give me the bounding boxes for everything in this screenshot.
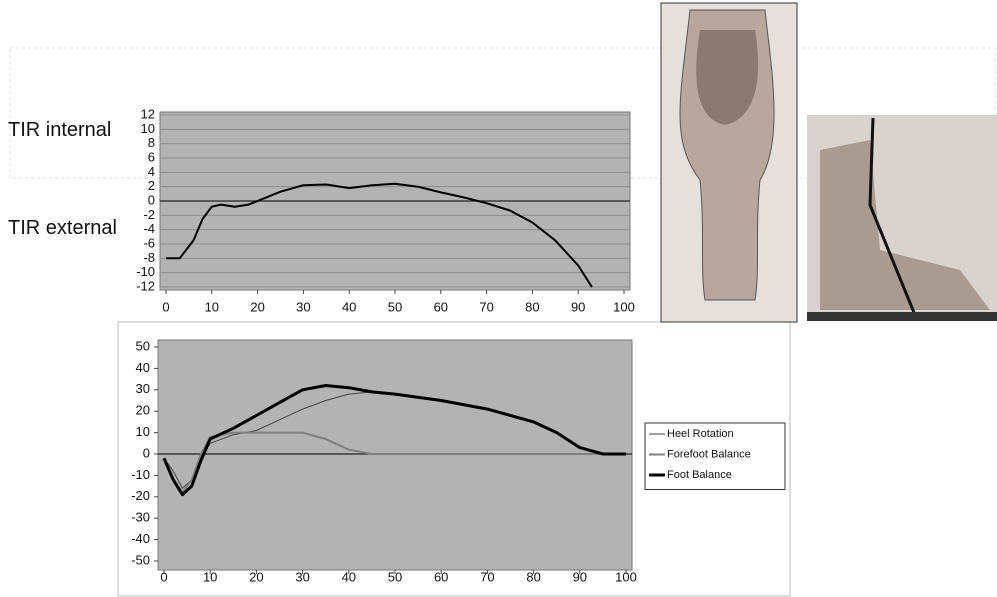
page: -12-10-8-6-4-202468101201020304050607080… [0, 0, 997, 597]
x-tick-label: 10 [205, 299, 219, 314]
y-tick-label: 4 [148, 164, 155, 179]
x-tick-label: 70 [479, 299, 493, 314]
foot-image [807, 115, 997, 321]
x-tick-label: 0 [162, 299, 169, 314]
y-tick-label: -2 [143, 207, 155, 222]
y-tick-label: -20 [131, 488, 150, 503]
x-tick-label: 30 [296, 299, 310, 314]
y-tick-label: 20 [136, 403, 150, 418]
legend-label: Heel Rotation [667, 428, 734, 440]
y-tick-label: -6 [143, 235, 155, 250]
y-tick-label: 0 [148, 192, 155, 207]
y-tick-label: 40 [136, 360, 150, 375]
y-tick-label: -10 [136, 264, 155, 279]
figure: -12-10-8-6-4-202468101201020304050607080… [0, 0, 997, 597]
y-tick-label: 6 [148, 149, 155, 164]
y-tick-label: -4 [143, 221, 155, 236]
y-tick-label: 30 [136, 381, 150, 396]
x-tick-label: 90 [571, 299, 585, 314]
y-tick-label: -10 [131, 467, 150, 482]
y-tick-label: -12 [136, 278, 155, 293]
x-tick-label: 40 [342, 299, 356, 314]
x-tick-label: 50 [388, 299, 402, 314]
y-tick-label: 8 [148, 135, 155, 150]
annotation: TIR internal [8, 118, 118, 142]
legend-label: Foot Balance [667, 469, 732, 481]
y-tick-label: 10 [141, 121, 155, 136]
leg-image [661, 3, 797, 322]
x-tick-label: 100 [613, 299, 635, 314]
y-tick-label: 10 [136, 424, 150, 439]
x-tick-label: 60 [434, 299, 448, 314]
y-tick-label: 50 [136, 338, 150, 353]
y-tick-label: -40 [131, 531, 150, 546]
x-tick-label: 20 [250, 299, 264, 314]
y-tick-label: -50 [131, 552, 150, 567]
y-tick-label: 2 [148, 178, 155, 193]
legend-label: Forefoot Balance [667, 448, 751, 460]
y-tick-label: -8 [143, 250, 155, 265]
y-tick-label: 12 [141, 106, 155, 121]
annotation: TIR external [8, 216, 118, 240]
y-tick-label: -30 [131, 510, 150, 525]
x-tick-label: 80 [525, 299, 539, 314]
y-tick-label: 0 [143, 445, 150, 460]
